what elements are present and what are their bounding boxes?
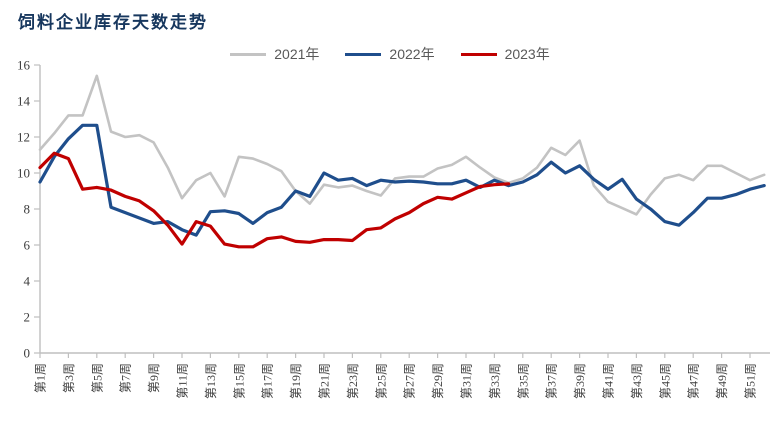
y-tick-label: 8 bbox=[24, 202, 31, 217]
x-tick-label: 第11周 bbox=[176, 363, 190, 399]
x-tick-label: 第9周 bbox=[147, 363, 161, 393]
x-tick-label: 第1周 bbox=[34, 363, 48, 393]
x-tick-label: 第45周 bbox=[658, 363, 672, 399]
legend-swatch-2023 bbox=[460, 52, 497, 56]
legend-swatch-2021 bbox=[230, 52, 267, 56]
y-tick-label: 6 bbox=[24, 238, 31, 253]
y-tick-label: 0 bbox=[24, 346, 31, 361]
legend-swatch-2022 bbox=[345, 52, 382, 56]
x-tick-label: 第21周 bbox=[318, 363, 332, 399]
series-line-2021年 bbox=[38, 74, 766, 216]
x-tick-label: 第35周 bbox=[516, 363, 530, 399]
x-tick-label: 第47周 bbox=[687, 363, 701, 399]
y-tick-label: 4 bbox=[24, 274, 31, 289]
x-tick-label: 第23周 bbox=[346, 363, 360, 399]
y-tick-label: 14 bbox=[17, 94, 31, 109]
y-tick-label: 16 bbox=[17, 58, 31, 73]
x-tick-label: 第15周 bbox=[232, 363, 246, 399]
x-tick-label: 第37周 bbox=[545, 363, 559, 399]
x-tick-label: 第49周 bbox=[715, 363, 729, 399]
x-tick-label: 第13周 bbox=[204, 363, 218, 399]
x-tick-label: 第29周 bbox=[431, 363, 445, 399]
legend-label-2021: 2021年 bbox=[274, 46, 320, 62]
x-tick-label: 第33周 bbox=[488, 363, 502, 399]
x-tick-label: 第51周 bbox=[744, 363, 758, 399]
x-tick-label: 第27周 bbox=[403, 363, 417, 399]
series-line-2022年 bbox=[38, 123, 766, 237]
chart-title: 饲料企业库存天数走势 bbox=[18, 13, 208, 32]
x-tick-label: 第31周 bbox=[460, 363, 474, 399]
y-tick-label: 12 bbox=[17, 130, 30, 145]
legend-item-2021: 2021年 bbox=[230, 44, 319, 64]
x-tick-label: 第43周 bbox=[630, 363, 644, 399]
legend-label-2022: 2022年 bbox=[389, 46, 435, 62]
x-tick-label: 第3周 bbox=[62, 363, 76, 393]
x-tick-label: 第19周 bbox=[289, 363, 303, 399]
legend-item-2023: 2023年 bbox=[460, 44, 550, 64]
x-tick-label: 第7周 bbox=[119, 363, 133, 393]
y-tick-label: 2 bbox=[24, 310, 31, 325]
y-tick-label: 10 bbox=[17, 166, 30, 181]
legend-item-2022: 2022年 bbox=[345, 44, 435, 64]
series-line-2023年 bbox=[38, 151, 511, 249]
x-tick-label: 第39周 bbox=[573, 363, 587, 399]
x-tick-label: 第17周 bbox=[261, 363, 275, 399]
legend-label-2023: 2023年 bbox=[504, 46, 550, 62]
x-tick-label: 第41周 bbox=[602, 363, 616, 399]
x-tick-label: 第25周 bbox=[374, 363, 388, 399]
x-tick-label: 第5周 bbox=[90, 363, 104, 393]
legend: 2021年 2022年 2023年 bbox=[0, 44, 780, 64]
